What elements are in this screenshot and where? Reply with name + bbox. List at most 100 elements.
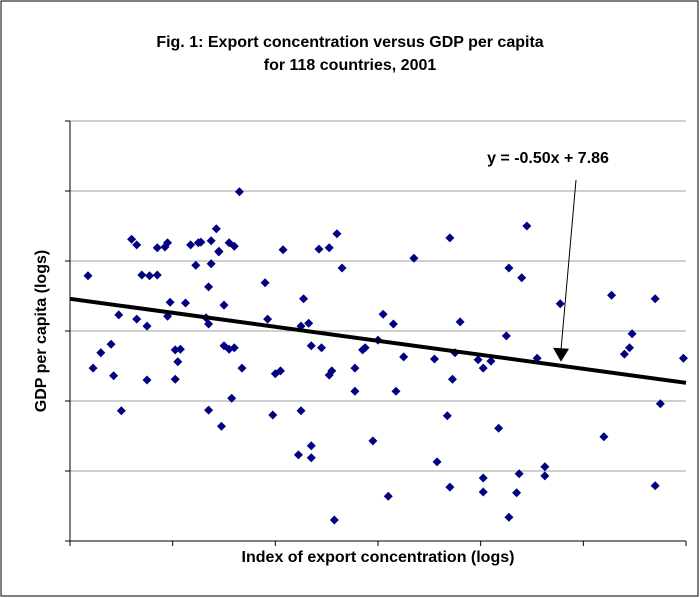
data-point	[540, 462, 550, 472]
data-point	[599, 432, 609, 442]
data-point	[88, 363, 98, 373]
data-point	[296, 406, 306, 416]
data-point	[191, 260, 201, 270]
data-point	[116, 406, 126, 416]
grid	[65, 120, 687, 546]
data-point	[306, 341, 316, 351]
chart-title: Fig. 1: Export concentration versus GDP …	[156, 34, 543, 51]
data-point	[278, 245, 288, 255]
data-point	[478, 487, 488, 497]
trendline-equation: y = -0.50x + 7.86	[487, 150, 609, 167]
data-point	[299, 294, 309, 304]
data-point	[219, 300, 229, 310]
data-point	[206, 259, 216, 269]
data-point	[504, 512, 514, 522]
data-point	[447, 374, 457, 384]
chart-subtitle: for 118 countries, 2001	[264, 57, 437, 74]
arrow-head	[553, 347, 569, 362]
data-point	[368, 436, 378, 446]
data-point	[204, 282, 214, 292]
data-point	[445, 233, 455, 243]
data-point	[214, 247, 224, 257]
data-point	[145, 271, 155, 281]
data-point	[204, 405, 214, 415]
data-point	[625, 343, 635, 353]
data-point	[127, 234, 137, 244]
data-point	[324, 243, 334, 253]
data-point	[206, 236, 216, 246]
data-point	[486, 356, 496, 366]
data-point	[540, 471, 550, 481]
data-point	[655, 399, 665, 409]
data-point	[388, 319, 398, 329]
data-point	[137, 270, 147, 280]
data-point	[132, 240, 142, 250]
data-point	[306, 441, 316, 451]
data-point	[517, 273, 527, 283]
data-point	[306, 453, 316, 463]
data-point	[186, 240, 196, 250]
data-point	[627, 329, 637, 339]
data-point	[109, 371, 119, 381]
data-point	[399, 352, 409, 362]
data-point	[650, 294, 660, 304]
data-point	[175, 344, 185, 354]
data-point	[237, 363, 247, 373]
data-point	[196, 237, 206, 247]
data-point	[478, 363, 488, 373]
data-point	[455, 317, 465, 327]
data-point	[211, 224, 221, 234]
annotation-arrow	[560, 179, 577, 350]
data-point	[114, 310, 124, 320]
data-point	[607, 290, 617, 300]
data-point	[522, 221, 532, 231]
data-point	[181, 298, 190, 308]
data-point	[142, 375, 152, 385]
data-point	[293, 450, 303, 460]
data-point	[337, 263, 347, 273]
data-point	[229, 343, 239, 353]
data-point	[504, 263, 514, 273]
data-point	[619, 349, 629, 359]
data-point	[332, 229, 342, 239]
data-point	[555, 299, 565, 309]
data-point	[501, 331, 511, 341]
data-point	[360, 343, 370, 353]
data-point	[391, 386, 401, 396]
data-point	[227, 393, 237, 403]
data-point	[165, 297, 175, 307]
data-point	[96, 348, 106, 358]
data-point	[275, 366, 285, 376]
data-point	[173, 357, 183, 367]
data-point	[409, 253, 419, 263]
data-point	[678, 353, 688, 363]
data-point	[234, 187, 244, 197]
data-point	[383, 491, 393, 501]
y-axis-label: GDP per capita (logs)	[33, 250, 50, 412]
data-point	[204, 319, 214, 329]
data-point	[445, 482, 455, 492]
data-point	[432, 457, 442, 467]
data-point	[494, 423, 504, 433]
data-point	[229, 241, 239, 251]
data-point	[514, 469, 524, 479]
data-point	[478, 473, 488, 483]
data-point	[429, 354, 439, 364]
data-point	[442, 411, 452, 421]
data-point	[329, 515, 339, 525]
data-point	[350, 386, 360, 396]
data-point	[170, 374, 180, 384]
data-point	[152, 243, 162, 253]
data-point	[132, 314, 142, 324]
x-axis-label: Index of export concentration (logs)	[242, 549, 515, 566]
data-point	[327, 366, 337, 376]
data-point	[473, 355, 483, 365]
data-point	[317, 343, 327, 353]
data-point	[152, 270, 162, 280]
data-point	[83, 271, 93, 281]
data-point	[260, 278, 270, 288]
data-point	[268, 410, 278, 420]
data-point	[314, 244, 324, 254]
data-point	[106, 339, 116, 349]
